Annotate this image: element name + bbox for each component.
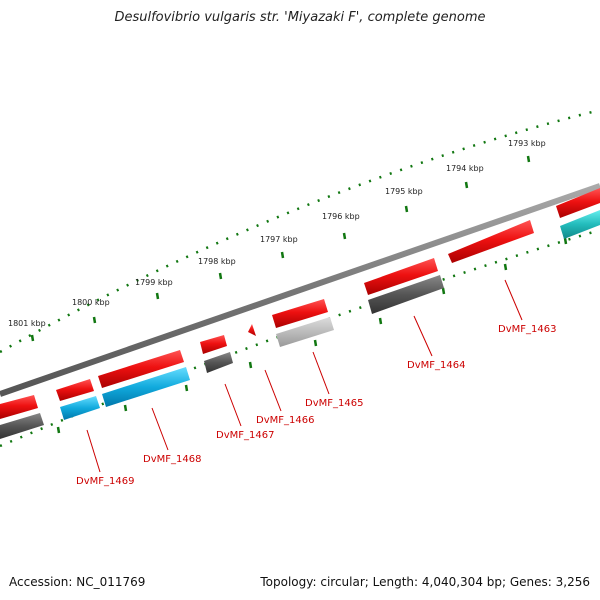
scale-label: 1801 kbp [8,319,46,328]
scale-label: 1796 kbp [322,212,360,221]
accession-text: Accession: NC_011769 [9,575,146,589]
gene-label-dvmf-1467: DvMF_1467 [216,430,274,441]
gene-dvmf-1467-shape [204,352,233,373]
label-leaders [86,279,523,473]
scale-label: 1798 kbp [198,257,236,266]
genome-title: Desulfovibrio vulgaris str. 'Miyazaki F'… [114,10,486,25]
scale-label: 1794 kbp [446,164,484,173]
topology-summary: Topology: circular; Length: 4,040,304 bp… [260,575,590,589]
gene-label-dvmf-1469: DvMF_1469 [76,476,134,487]
gene-dvmf-1469-shape [60,396,100,420]
scale-label: 1799 kbp [135,278,173,287]
outer-major-ticks [30,155,531,342]
reverse-cds [0,413,44,439]
scale-label: 1797 kbp [260,235,298,244]
reverse-strand-genes [0,210,600,439]
gene-dvmf-1464-shape [368,275,444,314]
gene-label-dvmf-1465: DvMF_1465 [305,398,363,409]
outer-scale-track [0,108,600,354]
gene-dvmf-1466-shape [248,324,256,336]
gene-label-dvmf-1468: DvMF_1468 [143,454,201,465]
scale-label: 1800 kbp [72,298,110,307]
forward-cds [200,335,227,354]
gene-dvmf-1465-shape [276,317,334,347]
forward-cds [556,188,600,218]
inner-major-ticks [56,237,568,434]
gene-labels: DvMF_1469 DvMF_1468 DvMF_1467 DvMF_1466 … [76,324,556,487]
forward-cds [272,299,328,328]
forward-strand-genes [0,188,600,419]
scale-labels: 1801 kbp 1800 kbp 1799 kbp 1798 kbp 1797… [8,139,546,328]
reverse-cds [560,210,600,239]
genome-backbone [0,183,600,397]
gene-label-dvmf-1464: DvMF_1464 [407,360,465,371]
scale-label: 1795 kbp [385,187,423,196]
forward-cds [448,220,534,263]
forward-cds [0,395,38,419]
gene-dvmf-1468-shape [102,367,190,407]
forward-cds [98,350,184,388]
gene-label-dvmf-1466: DvMF_1466 [256,415,314,426]
gene-label-dvmf-1463: DvMF_1463 [498,324,556,335]
forward-cds [56,379,94,401]
forward-cds [364,258,438,295]
scale-label: 1793 kbp [508,139,546,148]
